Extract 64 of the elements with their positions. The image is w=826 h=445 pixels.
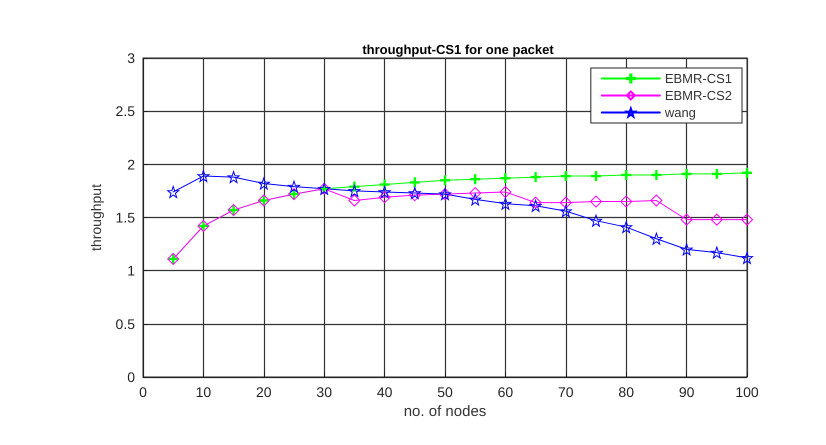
x-tick-label: 90	[678, 384, 695, 400]
x-tick-label: 40	[376, 384, 393, 400]
x-tick-label: 20	[256, 384, 272, 400]
legend-label: wang	[664, 105, 696, 120]
point	[651, 170, 662, 180]
y-tick-label: 3	[127, 50, 136, 66]
point	[378, 191, 391, 204]
point	[710, 246, 723, 259]
point	[469, 193, 482, 206]
point	[410, 177, 420, 188]
point	[469, 187, 482, 200]
y-tick-label: 2	[127, 156, 136, 172]
point	[258, 177, 270, 190]
point	[348, 184, 360, 197]
point	[620, 196, 632, 208]
y-tick-label: 1	[127, 262, 136, 279]
point	[680, 243, 693, 256]
x-tick-label: 80	[618, 384, 634, 400]
point	[560, 196, 572, 209]
point	[650, 194, 662, 206]
point	[741, 252, 753, 264]
point	[680, 214, 693, 226]
point	[197, 170, 210, 182]
x-tick-label: 0	[139, 384, 148, 400]
y-tick-label: 0	[127, 369, 136, 385]
x-tick-label: 50	[437, 384, 453, 400]
point	[682, 168, 692, 179]
x-axis-title: no. of nodes	[404, 402, 486, 420]
point	[530, 172, 541, 182]
y-tick-label: 1.5	[116, 210, 136, 226]
point	[712, 168, 722, 179]
point	[742, 168, 752, 178]
y-axis-title: throughput	[88, 184, 104, 251]
point	[348, 194, 360, 206]
point	[530, 196, 542, 209]
point	[499, 186, 512, 198]
legend-label: EBMR-CS2	[664, 88, 732, 103]
point	[560, 205, 572, 218]
point	[590, 214, 602, 227]
x-tick-label: 30	[316, 384, 332, 400]
point	[167, 186, 180, 198]
x-tick-label: 100	[735, 384, 759, 400]
x-tick-label: 60	[498, 384, 514, 400]
point	[710, 214, 723, 226]
point	[621, 170, 632, 180]
point	[620, 221, 632, 234]
x-tick-label: 70	[558, 384, 574, 400]
point	[741, 214, 753, 226]
chart-title: throughput-CS1 for one packet	[362, 42, 554, 57]
point	[228, 171, 240, 184]
point	[470, 174, 480, 184]
point	[590, 196, 602, 208]
point	[440, 175, 450, 186]
x-tick-label: 10	[196, 384, 212, 400]
point	[650, 232, 662, 245]
y-tick-label: 0.5	[116, 316, 136, 332]
legend-label: EBMR-CS1	[664, 71, 732, 86]
point	[378, 186, 391, 198]
point	[499, 198, 512, 210]
point	[500, 173, 510, 184]
point	[288, 180, 300, 193]
y-tick-label: 2.5	[116, 103, 136, 120]
point	[560, 171, 571, 182]
point	[530, 200, 542, 212]
